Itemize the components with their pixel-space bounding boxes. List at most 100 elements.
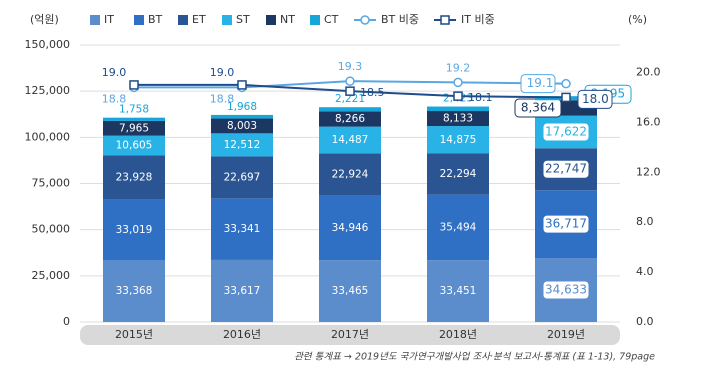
- value-label: 14,487: [332, 134, 369, 146]
- bar-segment: [319, 195, 381, 261]
- x-tick-label: 2018년: [439, 328, 477, 341]
- y-tick-label: 75,000: [32, 177, 71, 190]
- bar-segment: [427, 260, 489, 322]
- bar-segment: [211, 259, 273, 322]
- value-label: 7,965: [119, 122, 149, 134]
- value-label: 10,605: [116, 139, 153, 151]
- y-tick-label: 0: [63, 315, 70, 328]
- bar-segment: [103, 260, 165, 322]
- legend-swatch: [134, 15, 144, 25]
- line-value-label: 19.3: [338, 60, 363, 73]
- value-label: 2,221: [335, 93, 365, 105]
- value-label: 22,924: [332, 169, 369, 181]
- label-box: [542, 214, 590, 234]
- bar-segment: [427, 126, 489, 154]
- bar-segment: [103, 135, 165, 156]
- legend-swatch: [222, 15, 232, 25]
- value-label: 34,633: [545, 283, 587, 297]
- bar-segment: [211, 114, 273, 119]
- bar-segment: [319, 107, 381, 112]
- line-value-label: 18.8: [102, 92, 127, 105]
- line-marker: [345, 86, 355, 96]
- bar-segment: [319, 153, 381, 196]
- value-label: 8,364: [521, 100, 555, 114]
- value-label: 17,622: [545, 124, 587, 138]
- bar-segment: [103, 155, 165, 200]
- bar-segment: [211, 118, 273, 134]
- bar-segment: [319, 260, 381, 322]
- y2-axis-label: (%): [628, 13, 647, 26]
- line-value-label: 18.8: [210, 92, 235, 105]
- legend-swatch: [266, 15, 276, 25]
- y-tick-label: 100,000: [25, 130, 71, 143]
- value-label: 33,341: [224, 223, 261, 235]
- value-label: 33,019: [116, 224, 153, 236]
- line-marker: [561, 78, 571, 89]
- y2-tick-label: 16.0: [636, 115, 661, 128]
- x-tick-label: 2017년: [331, 328, 369, 341]
- value-label: 33,617: [224, 285, 261, 297]
- line-marker: [129, 80, 139, 90]
- line-marker: [345, 76, 355, 86]
- legend-swatch: [360, 15, 370, 25]
- label-box: [577, 89, 613, 109]
- label-box: [520, 74, 556, 94]
- y2-tick-label: 12.0: [636, 165, 661, 178]
- value-label: 8,266: [335, 113, 365, 125]
- value-label: 34,946: [332, 222, 369, 234]
- value-label: 22,747: [545, 162, 587, 176]
- legend-label: BT: [148, 13, 163, 26]
- value-label: 33,451: [440, 285, 477, 297]
- x-tick-label: 2016년: [223, 328, 261, 341]
- value-label: 8,133: [443, 113, 473, 125]
- line-marker: [561, 92, 571, 103]
- label-box: [542, 159, 590, 179]
- label-box: [542, 280, 590, 300]
- bar-segment: [427, 111, 489, 127]
- bar-segment: [211, 198, 273, 260]
- legend-label: IT 비중: [461, 13, 495, 26]
- value-label: 22,294: [440, 168, 477, 180]
- bar-segment: [211, 156, 273, 199]
- line-value-label: 19.1: [527, 76, 554, 90]
- y-tick-label: 125,000: [25, 84, 71, 97]
- value-label: 36,717: [545, 217, 587, 231]
- line-value-label: 19.0: [102, 66, 127, 79]
- legend-swatch: [90, 15, 100, 25]
- y2-tick-label: 20.0: [636, 65, 661, 78]
- value-label: 8,003: [227, 120, 257, 132]
- value-label: 22,697: [224, 171, 261, 183]
- y-tick-label: 50,000: [32, 223, 71, 236]
- legend-swatch: [440, 15, 450, 25]
- x-tick-label: 2019년: [547, 328, 585, 341]
- y-axis-label: (억원): [30, 13, 59, 26]
- value-label: 12,512: [224, 139, 261, 151]
- value-label: 14,875: [440, 134, 477, 146]
- bar-segment: [427, 194, 489, 261]
- legend-label: CT: [324, 13, 339, 26]
- legend-label: IT: [104, 13, 114, 26]
- value-label: 35,494: [440, 221, 477, 233]
- legend-swatch: [310, 15, 320, 25]
- bar-segment: [427, 106, 489, 112]
- value-label: 1,758: [119, 104, 149, 116]
- source-note: 관련 통계표 → 2019년도 국가연구개발사업 조사·분석 보고서-통계표 (…: [294, 352, 655, 363]
- bar-segment: [103, 199, 165, 261]
- bar-segment: [211, 133, 273, 157]
- line-value-label: 18.1: [468, 91, 493, 104]
- line-marker: [453, 91, 463, 101]
- y2-tick-label: 0.0: [636, 315, 654, 328]
- value-label: 23,928: [116, 171, 153, 183]
- legend-label: BT 비중: [381, 13, 419, 26]
- line-value-label: 19.0: [210, 66, 235, 79]
- legend-swatch: [178, 15, 188, 25]
- label-box: [542, 122, 590, 142]
- legend-label: NT: [280, 13, 295, 26]
- value-label: 33,368: [116, 285, 153, 297]
- legend-label: ET: [192, 13, 206, 26]
- bar-segment: [103, 117, 165, 121]
- line-value-label: 18.0: [582, 92, 609, 106]
- y-tick-label: 150,000: [25, 38, 71, 51]
- bar-segment: [319, 111, 381, 127]
